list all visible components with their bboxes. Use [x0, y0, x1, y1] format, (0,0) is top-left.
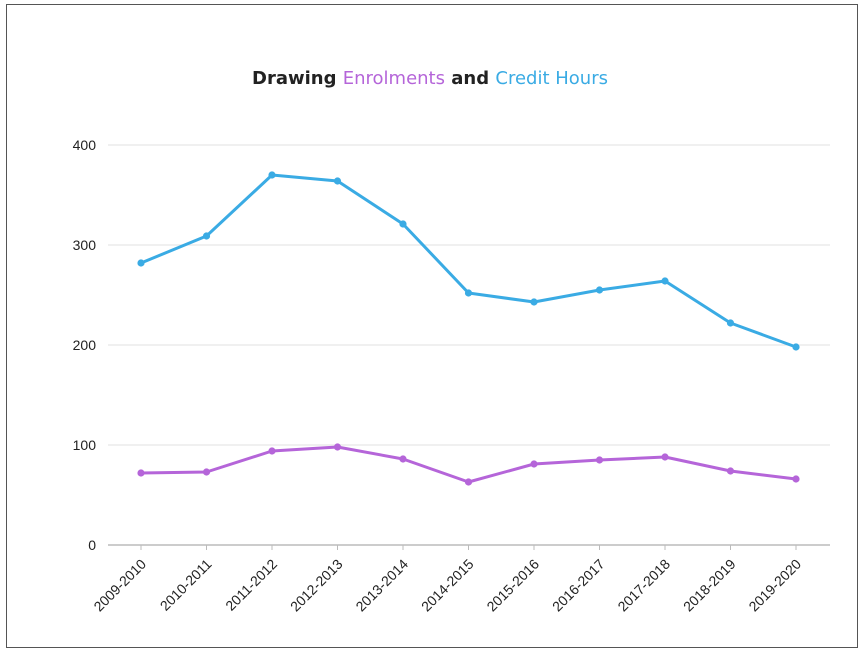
chart-title: Drawing Enrolments and Credit Hours [0, 68, 860, 89]
title-part-enrolments: Enrolments [342, 68, 445, 89]
x-tick-label: 2011-2012 [222, 556, 280, 614]
data-point-enrolments [595, 456, 604, 464]
data-point-enrolments [137, 469, 145, 477]
data-point-credit-hours [202, 232, 211, 240]
x-tick-label: 2012-2013 [287, 556, 346, 615]
title-part-and: and [445, 68, 496, 89]
x-tick-label: 2017-2018 [614, 556, 673, 615]
x-tick-label: 2010-2011 [157, 556, 215, 614]
data-point-enrolments [399, 455, 407, 463]
y-tick-label: 400 [73, 137, 97, 153]
data-point-credit-hours [595, 286, 604, 294]
data-point-enrolments [661, 453, 669, 461]
data-point-credit-hours [792, 343, 800, 351]
data-point-credit-hours [726, 319, 735, 327]
data-point-enrolments [268, 447, 276, 455]
data-point-credit-hours [530, 298, 538, 306]
title-part-drawing: Drawing [252, 68, 343, 89]
y-tick-label: 0 [88, 537, 96, 553]
y-tick-label: 200 [73, 337, 97, 353]
data-point-enrolments [792, 475, 800, 483]
data-point-enrolments [202, 468, 211, 476]
data-point-enrolments [530, 460, 538, 468]
y-tick-label: 300 [73, 237, 97, 253]
data-point-credit-hours [137, 259, 145, 267]
title-part-credit-hours: Credit Hours [495, 68, 608, 89]
x-tick-label: 2014-2015 [418, 556, 477, 615]
x-tick-label: 2018-2019 [680, 556, 739, 615]
x-tick-label: 2019-2020 [745, 556, 804, 615]
data-point-enrolments [464, 478, 473, 486]
x-tick-label: 2015-2016 [483, 556, 542, 615]
x-tick-label: 2016-2017 [549, 556, 608, 615]
x-tick-label: 2013-2014 [352, 556, 411, 615]
data-point-credit-hours [399, 220, 407, 228]
chart-frame [6, 4, 858, 648]
series-line-enrolments [139, 445, 798, 484]
data-point-credit-hours [333, 177, 342, 185]
y-tick-label: 100 [73, 437, 97, 453]
data-point-enrolments [726, 467, 735, 475]
data-point-credit-hours [268, 171, 276, 179]
data-point-credit-hours [661, 277, 669, 285]
data-point-enrolments [333, 443, 342, 451]
data-point-credit-hours [464, 289, 473, 297]
series-line-credit-hours [139, 173, 798, 349]
x-tick-label: 2009-2010 [90, 556, 149, 615]
